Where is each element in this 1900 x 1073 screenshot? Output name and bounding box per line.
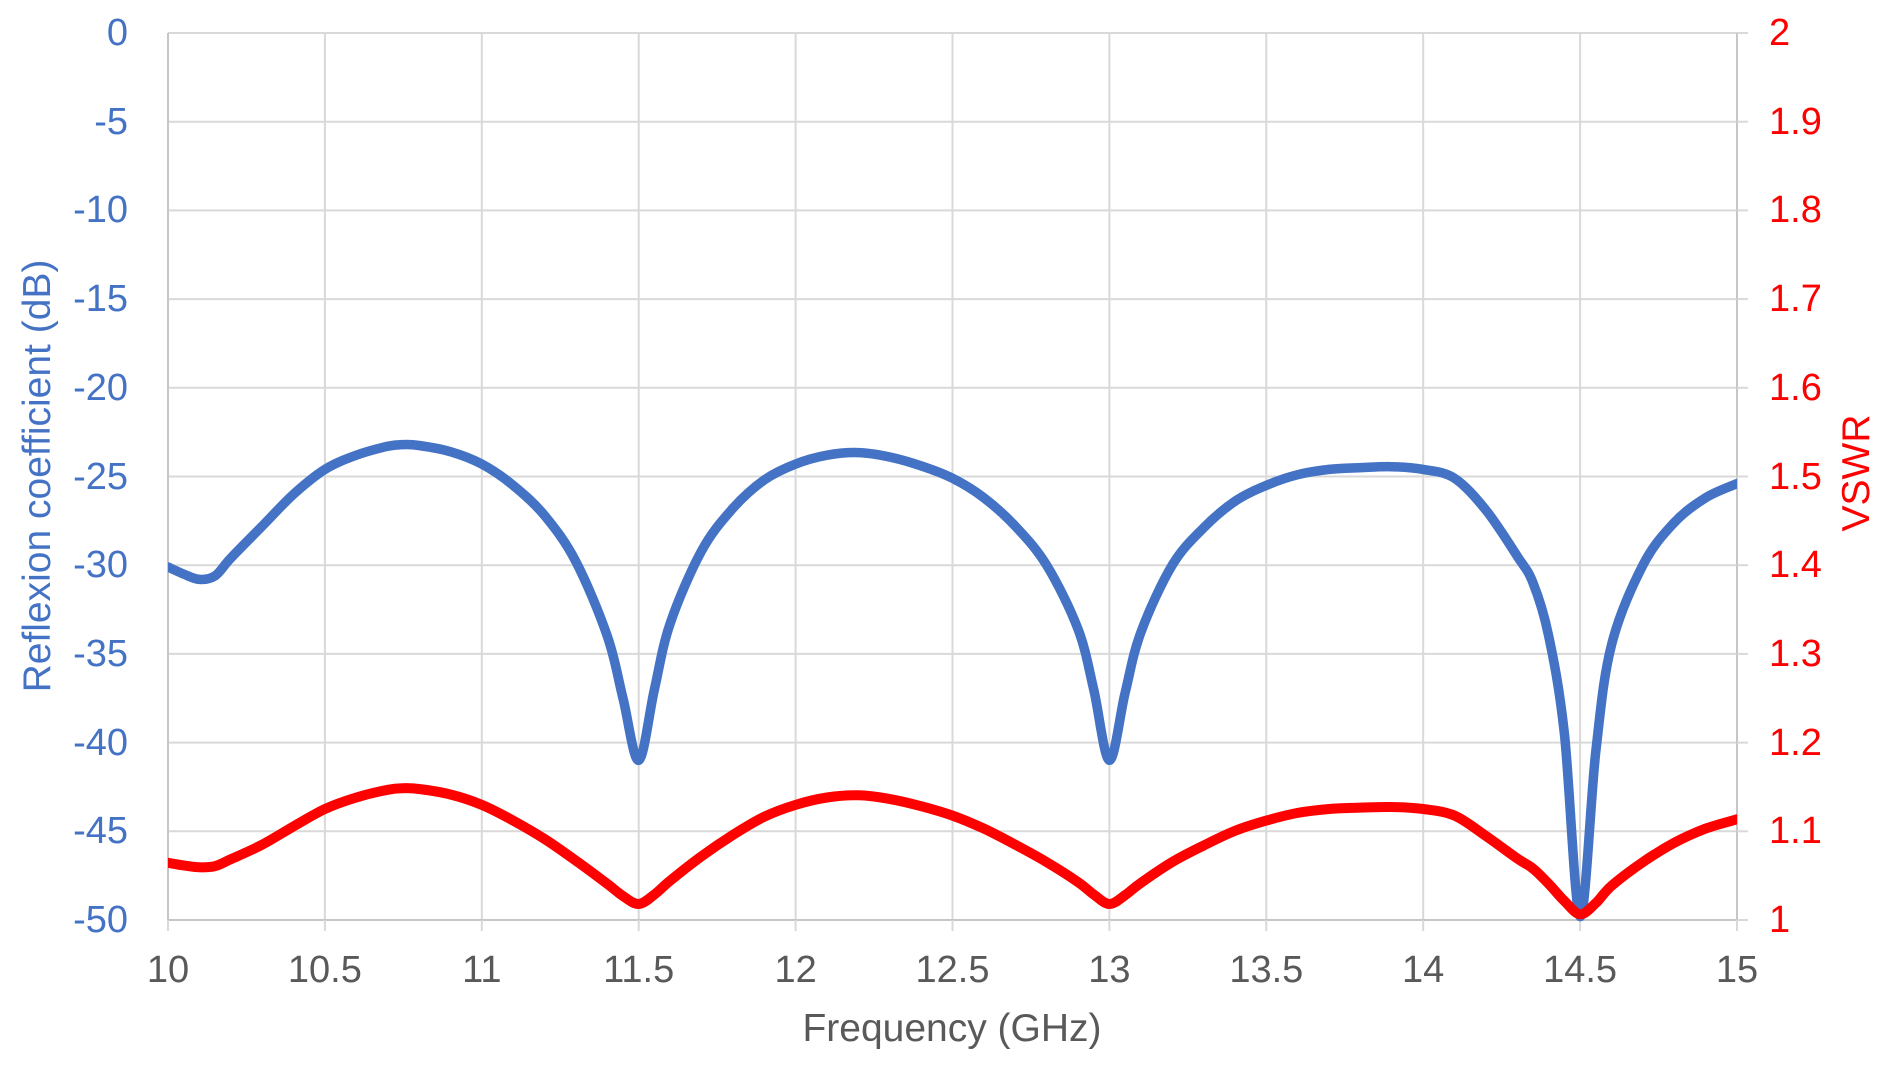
y-left-tick-label: -10 bbox=[73, 189, 128, 232]
x-tick-label: 12.5 bbox=[915, 949, 990, 991]
series-vswr bbox=[168, 783, 1737, 920]
x-tick-label: 11.5 bbox=[603, 949, 675, 991]
x-tick-label: 10.5 bbox=[287, 949, 362, 991]
x-tick-label: 12 bbox=[774, 949, 817, 991]
x-tick-label: 14 bbox=[1402, 949, 1445, 991]
y-left-tick-label: -15 bbox=[73, 278, 128, 321]
y-right-tick-label: 1.9 bbox=[1769, 100, 1822, 143]
x-tick-label: 11 bbox=[462, 949, 502, 991]
y-left-tick-label: -40 bbox=[73, 721, 128, 764]
x-tick-label: 14.5 bbox=[1543, 949, 1618, 991]
y-right-tick-label: 1.5 bbox=[1769, 455, 1822, 498]
y-right-tick-label: 1.3 bbox=[1769, 632, 1822, 675]
x-tick-label: 10 bbox=[146, 949, 190, 991]
y-left-tick-label: -30 bbox=[73, 544, 128, 587]
x-tick-label: 15 bbox=[1715, 949, 1759, 991]
x-axis-title: Frequency (GHz) bbox=[802, 1007, 1102, 1050]
y-right-tick-label: 1.7 bbox=[1769, 278, 1822, 321]
y-left-tick-label: -20 bbox=[73, 366, 128, 409]
y-right-tick-label: 1.4 bbox=[1769, 544, 1822, 587]
x-tick-label: 13.5 bbox=[1229, 949, 1304, 991]
y-left-tick-label: -35 bbox=[73, 632, 128, 675]
y-right-tick-label: 1.1 bbox=[1769, 810, 1822, 853]
x-tick-label: 13 bbox=[1088, 949, 1131, 991]
y-left-tick-label: -50 bbox=[73, 899, 128, 941]
y-left-tick-label: -5 bbox=[94, 100, 128, 143]
y-right-tick-label: 1.6 bbox=[1769, 366, 1822, 409]
y-right-tick-label: 1.2 bbox=[1769, 721, 1822, 764]
y-left-tick-label: -45 bbox=[73, 810, 128, 853]
y-right-tick-label: 1.8 bbox=[1769, 189, 1822, 232]
y-left-tick-label: -25 bbox=[73, 455, 128, 498]
y-right-tick-label: 2 bbox=[1769, 12, 1791, 54]
y-left-tick-label: 0 bbox=[106, 12, 128, 54]
y-right-tick-label: 1 bbox=[1769, 899, 1791, 941]
series-reflexion-coefficient bbox=[168, 439, 1737, 922]
